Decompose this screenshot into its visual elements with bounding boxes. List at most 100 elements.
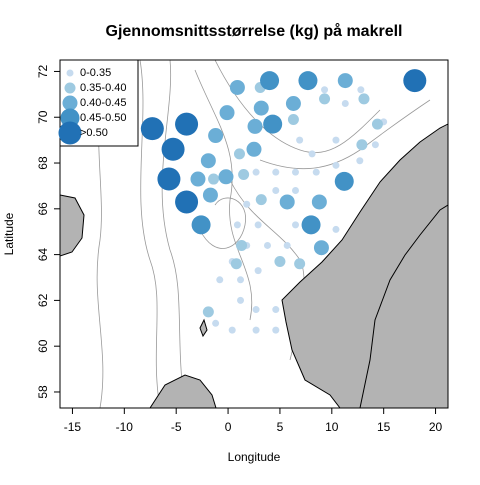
point [263,241,271,249]
point [291,187,299,194]
point [229,79,245,95]
point [287,114,299,126]
point [356,157,364,165]
point [243,200,251,208]
point [301,215,321,235]
point [252,306,260,314]
point [334,171,354,191]
point [254,221,262,229]
point [272,187,280,194]
point [236,239,248,251]
point [237,276,245,284]
x-tick-label: 15 [377,420,391,434]
point [272,168,280,176]
legend-label: >0.50 [80,127,108,139]
point [260,71,280,91]
point [291,168,299,176]
legend: 0-0.35 0.35-0.40 0.40-0.45 0.45-0.50 >0.50 [58,59,139,147]
x-tick-label: 20 [429,420,443,434]
point [283,241,291,249]
point [312,168,320,176]
y-tick-label: 58 [36,385,50,399]
point [237,296,245,304]
y-tick-label: 62 [36,293,50,307]
point [313,240,329,256]
point [294,258,306,270]
legend-label: 0.40-0.45 [80,97,126,109]
point [263,114,283,134]
map-background [60,60,448,408]
point [255,194,267,206]
point [202,187,218,203]
point [140,117,164,141]
point [308,150,316,158]
point [208,173,220,185]
legend-label: 0-0.35 [80,67,111,79]
point [246,141,262,157]
point [216,276,224,284]
x-tick-label: -5 [171,420,182,434]
y-tick-label: 70 [36,110,50,124]
point [279,194,295,210]
point [190,171,206,187]
point [356,139,368,151]
point [403,69,427,93]
point [212,319,220,327]
point [298,71,318,91]
point [175,190,199,214]
point [247,118,263,134]
point [332,225,340,233]
chart-title: Gjennomsnittsstørrelse (kg) på makrell [106,22,403,40]
x-tick-label: -10 [116,420,134,434]
point [161,137,185,161]
x-tick-label: 0 [225,420,232,434]
point [358,93,370,105]
border [359,204,448,408]
point [252,326,260,334]
plot-frame [59,59,449,409]
point [191,215,211,235]
point [254,267,262,275]
point [218,169,234,185]
y-tick-label: 64 [36,248,50,262]
y-axis-label: Latitude [2,212,16,255]
point [253,100,269,116]
point [208,128,224,144]
point [202,306,214,318]
point [332,136,340,144]
y-tick-label: 72 [36,64,50,78]
x-axis-label: Longitude [228,450,281,464]
point [228,326,236,334]
point [175,112,199,136]
point [238,168,250,180]
point [252,168,260,176]
points [140,69,427,334]
point [319,93,331,105]
point [332,161,340,169]
x-tick-label: -15 [64,420,82,434]
point [337,73,353,89]
land [60,123,448,408]
legend-marker [58,121,82,145]
point [296,136,304,144]
point [274,255,286,267]
point [272,326,280,334]
point [371,118,383,130]
point [285,96,301,111]
y-tick-label: 60 [36,339,50,353]
legend-marker [66,69,74,77]
point [233,148,245,160]
point [311,194,327,210]
point [200,153,216,169]
x-tick-label: 10 [325,420,339,434]
legend-marker [62,95,78,111]
point [371,141,379,149]
point [219,105,235,121]
point [233,221,241,229]
point [157,167,181,191]
legend-label: 0.35-0.40 [80,82,126,94]
point [272,306,280,314]
point [357,86,365,94]
legend-label: 0.45-0.50 [80,112,126,124]
